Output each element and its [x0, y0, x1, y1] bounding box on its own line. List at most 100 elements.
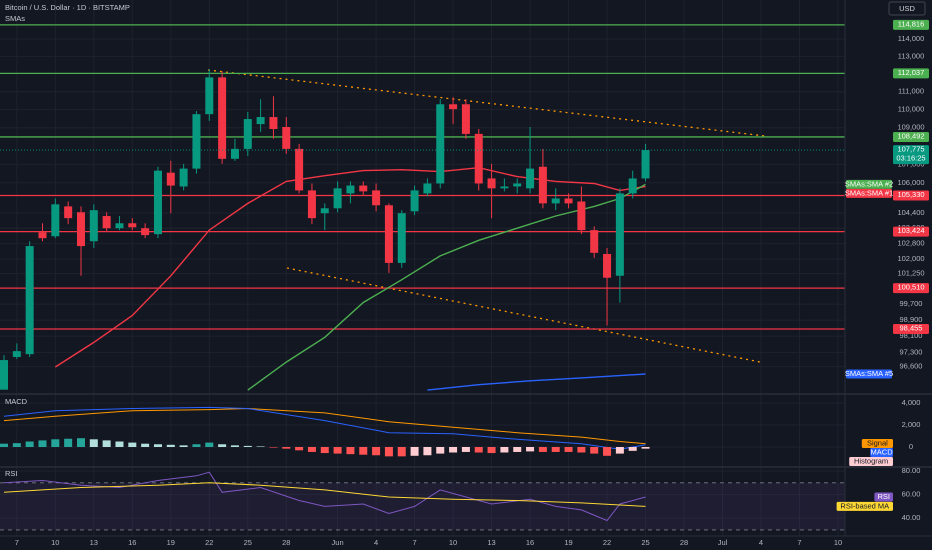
- histogram-bar: [153, 444, 162, 448]
- x-tick-label: 4: [759, 538, 763, 547]
- legend-label-box: [846, 369, 892, 379]
- trend-line: [286, 267, 761, 363]
- histogram-bar: [513, 447, 522, 452]
- histogram-bar: [333, 447, 342, 454]
- currency-label[interactable]: USD: [899, 4, 915, 13]
- candle-body: [153, 170, 162, 235]
- histogram-bar: [51, 439, 60, 448]
- legend-label-box: [849, 457, 893, 466]
- y-tick-label: 0: [909, 442, 913, 451]
- legend-label-box: [861, 439, 893, 448]
- histogram-bar: [38, 440, 47, 448]
- candle-body: [461, 104, 470, 134]
- candle-body: [307, 190, 316, 219]
- candle-body: [0, 360, 8, 390]
- y-tick-label: 98,900: [900, 315, 923, 324]
- legend-label: Histogram: [854, 456, 888, 465]
- histogram-bar: [192, 444, 201, 448]
- histogram-bar: [372, 447, 381, 456]
- y-tick-label: 60.00: [902, 490, 921, 499]
- histogram-bar: [141, 443, 150, 448]
- candle-body: [603, 253, 612, 278]
- candle-body: [102, 216, 111, 229]
- level-label-box: [893, 283, 929, 294]
- legend-label-box: [846, 188, 892, 198]
- candle-body: [115, 223, 124, 229]
- histogram-bar: [449, 447, 458, 453]
- candle-body: [372, 190, 381, 206]
- y-tick-label: 104,400: [897, 208, 924, 217]
- candle-body: [384, 205, 393, 263]
- y-tick-label: 96,600: [900, 362, 923, 371]
- histogram-bar: [307, 447, 316, 452]
- candle-body: [359, 185, 368, 192]
- x-tick-label: 7: [15, 538, 19, 547]
- histogram-bar: [564, 447, 573, 452]
- histogram-bar: [230, 445, 239, 448]
- level-label: 105,330: [897, 190, 924, 199]
- histogram-bar: [603, 447, 612, 456]
- histogram-bar: [243, 445, 252, 448]
- histogram-bar: [128, 442, 137, 448]
- x-tick-label: 7: [797, 538, 801, 547]
- x-tick-label: 22: [603, 538, 611, 547]
- histogram-bar: [115, 441, 124, 448]
- y-tick-label: 97,300: [900, 347, 923, 356]
- level-label-box: [893, 68, 929, 79]
- legend-label-box: [846, 179, 892, 189]
- histogram-bar: [500, 447, 509, 453]
- labels-layer: Bitcoin / U.S. Dollar · 1D · BITSTAMP SM…: [5, 1, 929, 547]
- y-tick-label: 111,000: [898, 87, 924, 96]
- candle-body: [487, 178, 496, 189]
- last-price-label: 107,775: [897, 145, 924, 154]
- candle-body: [551, 198, 560, 204]
- histogram-bar: [487, 447, 496, 454]
- candle-body: [333, 188, 342, 209]
- y-tick-label: 106,000: [897, 178, 924, 187]
- chart-title: Bitcoin / U.S. Dollar · 1D · BITSTAMP: [5, 3, 130, 12]
- histogram-bar: [346, 447, 355, 455]
- series-line: [247, 183, 646, 391]
- y-tick-label: 102,000: [897, 254, 924, 263]
- candle-body: [526, 168, 535, 189]
- candle-body: [230, 148, 239, 159]
- series-line: [427, 373, 646, 391]
- level-label-box: [893, 19, 929, 30]
- histogram-bar: [641, 447, 650, 449]
- histogram-bar: [410, 447, 419, 456]
- x-tick-label: 13: [90, 538, 98, 547]
- histogram-bar: [628, 447, 637, 451]
- series-line: [54, 166, 646, 368]
- histogram-bar: [282, 447, 291, 449]
- candle-body: [64, 206, 73, 219]
- rsi-band: [0, 482, 845, 530]
- candle-body: [38, 232, 47, 239]
- candle-body: [89, 210, 98, 242]
- level-label-box: [893, 131, 929, 142]
- histogram-bar: [423, 447, 432, 456]
- y-tick-label: 80.00: [902, 466, 921, 475]
- y-tick-label: 2,000: [902, 420, 921, 429]
- histogram-bar: [461, 447, 470, 452]
- x-tick-label: 13: [487, 538, 495, 547]
- x-tick-label: 25: [641, 538, 649, 547]
- x-tick-label: Jul: [718, 538, 728, 547]
- series-line: [3, 407, 646, 445]
- x-tick-label: 10: [449, 538, 457, 547]
- series-line: [3, 482, 646, 507]
- series-line: [3, 471, 646, 522]
- x-tick-label: 28: [680, 538, 688, 547]
- histogram-bar: [256, 446, 265, 448]
- histogram-bar: [551, 447, 560, 452]
- histogram-bar: [384, 447, 393, 457]
- histogram-bar: [615, 447, 624, 454]
- level-label: 98,455: [900, 323, 923, 332]
- candle-body: [243, 119, 252, 149]
- candle-body: [590, 230, 599, 253]
- candle-body: [628, 178, 637, 194]
- histogram-bar: [64, 438, 73, 448]
- currency-button[interactable]: [888, 1, 926, 16]
- y-tick-label: 98,100: [900, 331, 923, 340]
- legend-label: SMAs:SMA #5: [845, 369, 893, 378]
- y-tick-label: 102,800: [897, 239, 924, 248]
